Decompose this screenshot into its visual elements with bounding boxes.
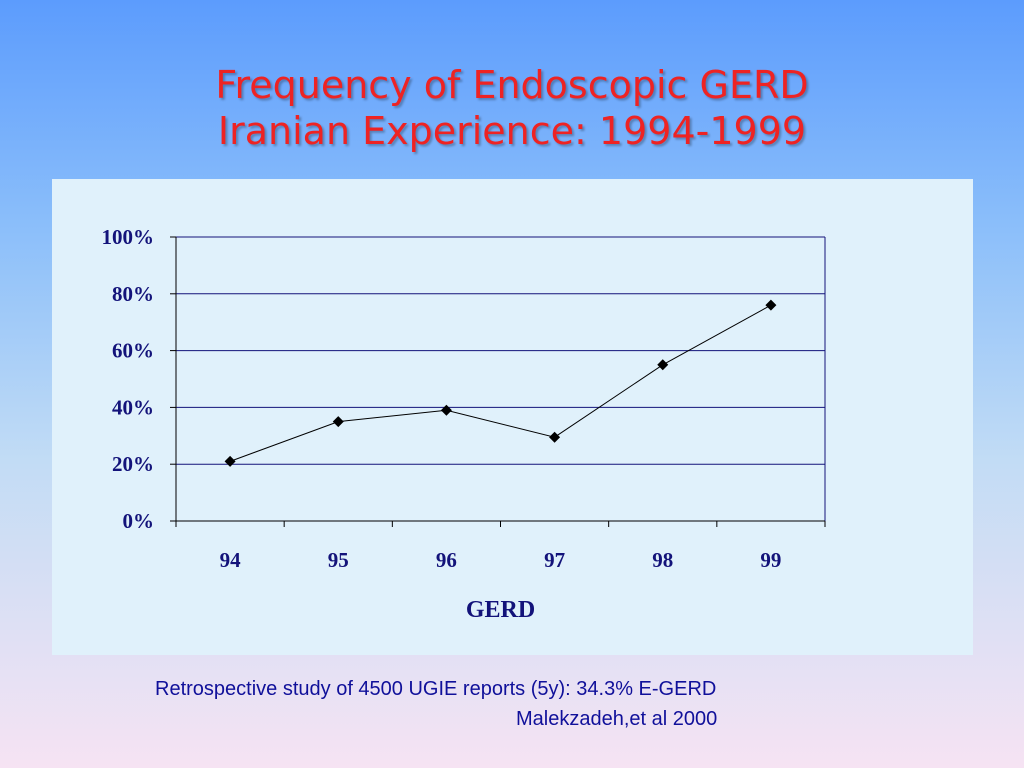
study-footnote: Retrospective study of 4500 UGIE reports… (155, 678, 717, 700)
data-point-marker (549, 431, 561, 443)
data-point-marker (332, 416, 344, 428)
title-line-2: Iranian Experience: 1994-1999 (217, 109, 807, 153)
data-point-marker (657, 359, 669, 371)
x-tick-label: 96 (436, 548, 457, 572)
slide-title: Frequency of Endoscopic GERD Iranian Exp… (0, 62, 1024, 154)
x-tick-label: 94 (220, 548, 242, 572)
chart-panel: 0% 20% 40% 60% 80% 100% 94 95 96 97 98 99 GERD (52, 179, 973, 655)
x-tick-label: 95 (328, 548, 349, 572)
citation: Malekzadeh,et al 2000 (516, 708, 718, 730)
x-axis-title: GERD (466, 597, 535, 623)
title-line-1: Frequency of Endoscopic GERD (215, 63, 809, 107)
y-tick-label: 80% (112, 282, 154, 306)
y-tick-label: 0% (123, 509, 155, 533)
y-tick-label: 100% (102, 225, 155, 249)
series-line (229, 304, 772, 462)
x-tick-label: 98 (652, 548, 673, 572)
data-point-marker (440, 404, 452, 416)
y-tick-label: 20% (112, 452, 154, 476)
y-tick-label: 40% (112, 395, 154, 419)
data-point-marker (765, 299, 777, 311)
data-point-marker (224, 455, 236, 467)
x-tick-label: 97 (544, 548, 565, 572)
gerd-line-chart: 0% 20% 40% 60% 80% 100% 94 95 96 97 98 99 GERD (102, 225, 826, 623)
y-tick-label: 60% (112, 339, 154, 363)
x-tick-label: 99 (760, 548, 781, 572)
